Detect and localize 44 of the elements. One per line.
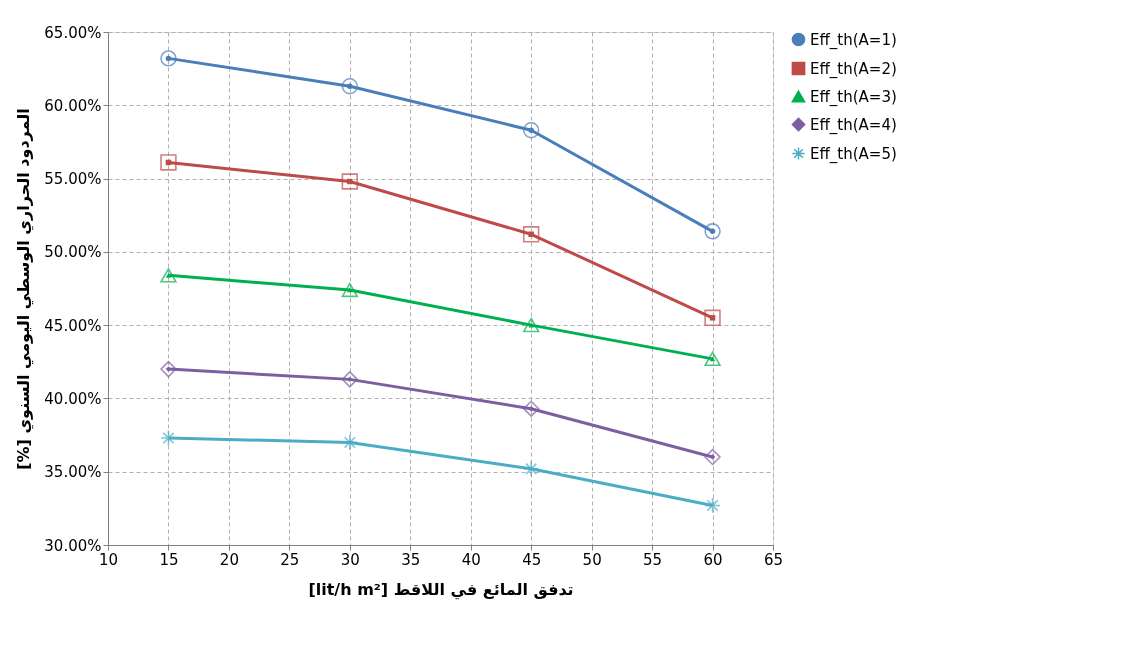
point (522, 460, 540, 477)
y-tick-label: 55.00% (44, 170, 102, 189)
x-tick-label: 30 (340, 550, 360, 569)
point (704, 497, 721, 514)
y-tick-label: 50.00% (44, 243, 102, 262)
legend-label: Eff_th(A=3) (810, 87, 897, 107)
x-tick-label: 15 (159, 550, 179, 569)
point (522, 400, 540, 417)
legend-label: Eff_th(A=2) (810, 59, 897, 79)
x-tick-label: 25 (280, 550, 300, 569)
y-tick-label: 60.00% (44, 96, 102, 115)
x-tick-label: 10 (98, 550, 119, 569)
point (704, 448, 721, 466)
legend-label: Eff_th(A=1) (810, 30, 897, 50)
point (704, 223, 721, 240)
point (341, 78, 359, 95)
point (704, 351, 721, 367)
x-tick-label: 60 (703, 550, 723, 569)
y-axis-title: [%] المردود الحراري الوسطي اليومي السنوي (14, 108, 35, 470)
legend-label: Eff_th(A=5) (810, 144, 897, 164)
x-axis-title: [lit/h m²] تدفق المائع في اللاقط (308, 579, 574, 600)
point (522, 226, 540, 243)
y-tick-label: 35.00% (44, 463, 102, 482)
y-tick-label: 45.00% (44, 316, 102, 335)
y-tick-label: 65.00% (44, 23, 102, 42)
x-tick-label: 65 (763, 550, 784, 569)
x-tick-label: 45 (522, 550, 542, 569)
legend-label: Eff_th(A=4) (810, 115, 897, 135)
x-tick-label: 40 (461, 550, 481, 569)
x-tick-label: 55 (643, 550, 663, 569)
point (704, 309, 721, 327)
point (160, 268, 177, 283)
point (160, 50, 177, 67)
point (522, 122, 540, 139)
y-tick-label: 40.00% (44, 389, 102, 408)
x-tick-label: 50 (582, 550, 602, 569)
point (341, 282, 359, 298)
point (160, 360, 177, 378)
x-tick-label: 20 (219, 550, 239, 569)
x-tick-label: 35 (401, 550, 421, 569)
point (522, 317, 540, 333)
point (341, 371, 359, 388)
point (160, 154, 177, 171)
point (341, 173, 359, 190)
